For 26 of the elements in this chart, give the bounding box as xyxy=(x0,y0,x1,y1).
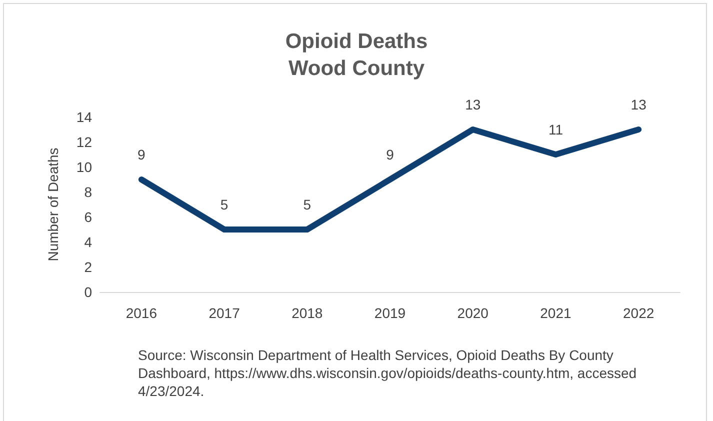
y-tick-label: 0 xyxy=(84,284,92,300)
x-tick-label: 2017 xyxy=(208,305,240,321)
x-tick-label: 2016 xyxy=(126,305,158,321)
chart-title: Opioid Deaths xyxy=(285,30,428,53)
data-label: 9 xyxy=(386,146,394,162)
y-axis-title: Number of Deaths xyxy=(45,148,61,262)
x-tick-label: 2019 xyxy=(374,305,406,321)
data-label: 9 xyxy=(138,146,146,162)
data-label: 13 xyxy=(630,96,647,112)
y-tick-label: 6 xyxy=(84,209,92,225)
y-tick-label: 2 xyxy=(84,259,92,275)
x-tick-label: 2022 xyxy=(622,305,654,321)
x-tick-label: 2018 xyxy=(292,305,323,321)
y-tick-label: 14 xyxy=(76,109,92,125)
source-note: Source: Wisconsin Department of Health Services, Opioid Deaths By County Dashboard, https://www.dhs.wisconsin.gov/opioids/deaths-county.htm, accessed 4/23/2024. xyxy=(138,346,638,400)
x-tick-label: 2020 xyxy=(457,305,489,321)
chart-subtitle: Wood County xyxy=(288,57,425,80)
y-tick-label: 12 xyxy=(76,134,92,150)
data-label: 13 xyxy=(465,96,481,112)
y-tick-label: 8 xyxy=(84,184,92,200)
x-tick-label: 2021 xyxy=(540,305,572,321)
y-tick-label: 4 xyxy=(84,234,92,250)
data-label: 5 xyxy=(220,196,228,212)
data-label: 5 xyxy=(303,196,312,212)
y-tick-label: 10 xyxy=(76,159,92,175)
data-label: 11 xyxy=(548,122,564,138)
